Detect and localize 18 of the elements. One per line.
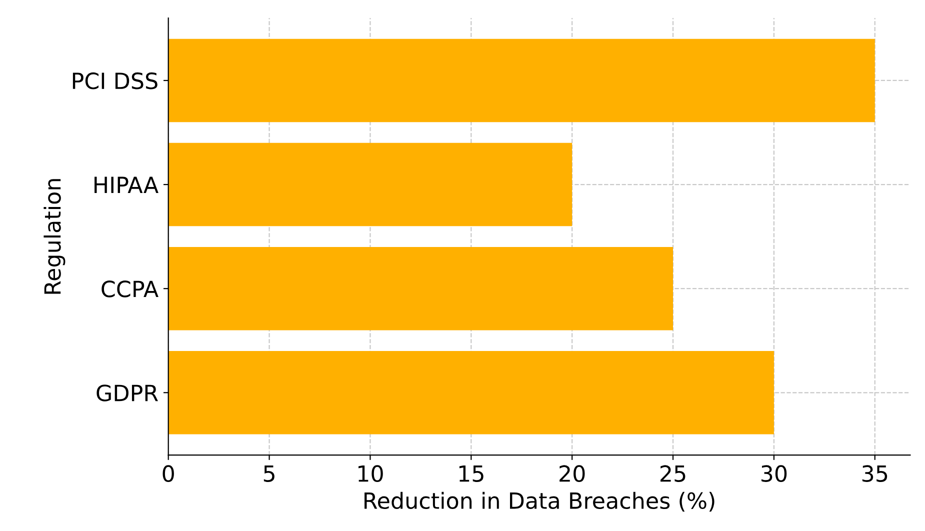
x-tick-label: 35 xyxy=(862,465,888,482)
x-tick-label: 15 xyxy=(459,465,484,482)
x-tick-label: 0 xyxy=(162,465,174,482)
y-axis-title: Regulation xyxy=(44,179,66,294)
x-tick-label: 20 xyxy=(560,465,585,482)
x-tick-label: 5 xyxy=(264,465,274,482)
y-tick-label: CCPA xyxy=(102,280,158,298)
x-tick-label: 25 xyxy=(660,465,686,482)
x-tick-label: 30 xyxy=(761,465,787,482)
y-tick-label: HIPAA xyxy=(94,176,158,193)
y-tick-label: GDPR xyxy=(96,384,158,402)
bar xyxy=(168,142,572,226)
bar xyxy=(168,351,774,434)
x-tick-label: 10 xyxy=(358,465,383,482)
bar xyxy=(168,246,674,330)
bar xyxy=(168,38,875,122)
x-axis-title: Reduction in Data Breaches (%) xyxy=(364,492,714,512)
y-tick-label: PCI DSS xyxy=(72,72,158,90)
